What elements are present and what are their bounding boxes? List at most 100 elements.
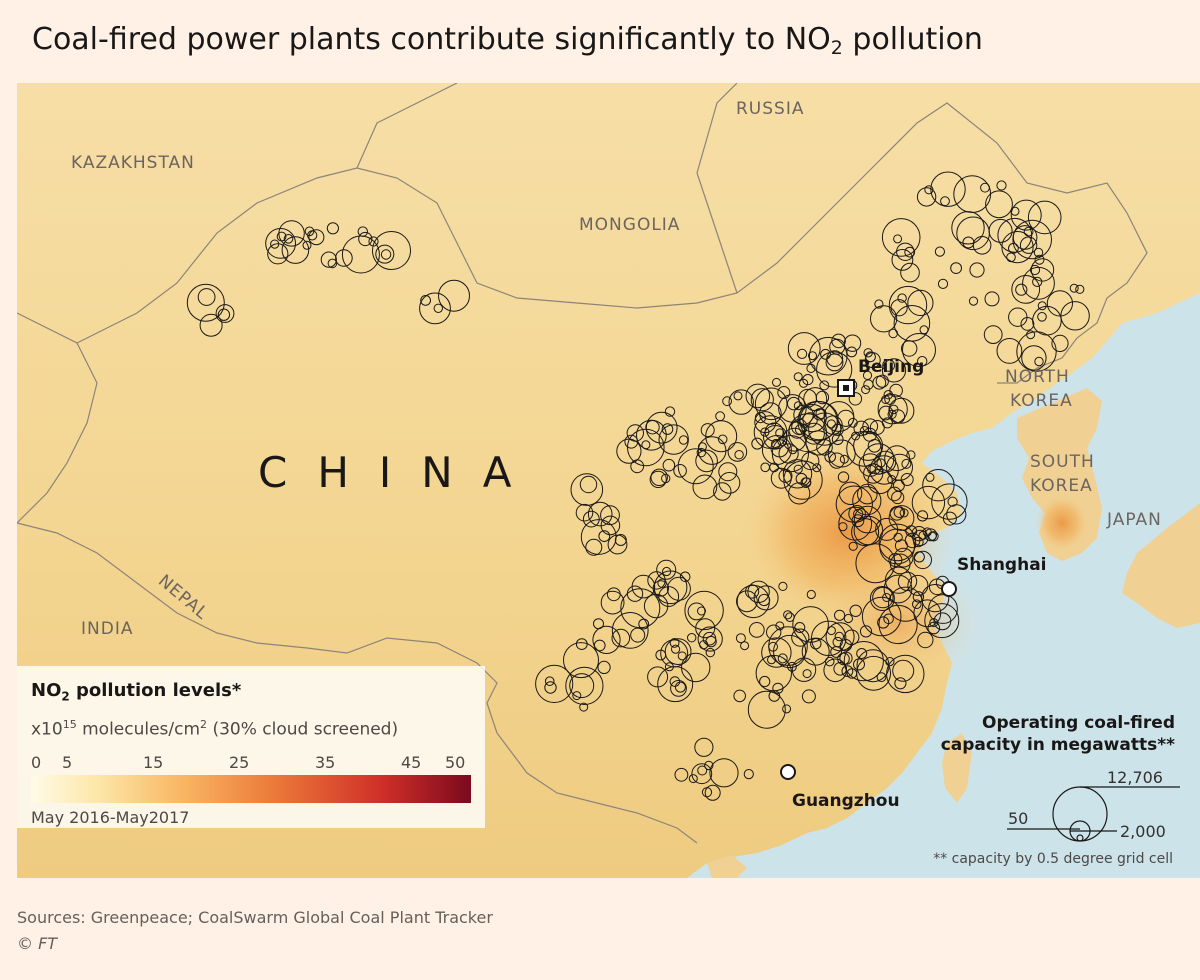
power-plant-circle [875,374,889,388]
power-plant-circle [843,613,854,624]
label-shanghai: Shanghai [957,555,1047,575]
label-north-korea-2: KOREA [1010,391,1073,411]
power-plant-circle [1029,264,1041,276]
power-plant-circle [579,702,589,712]
power-plant-circle [913,536,924,548]
power-plant-circle [928,594,958,624]
power-plant-circle [326,222,339,235]
power-plant-circle [687,602,706,621]
power-plant-circle [793,372,803,382]
power-plant-circle [727,442,748,462]
power-plant-circle [983,325,1003,345]
city-markers [780,379,957,780]
power-plant-circle [709,758,739,788]
power-plant-circle [697,626,723,652]
power-plant-circle [888,328,899,339]
shanghai-marker [941,581,957,597]
power-plant-circle [767,655,776,665]
power-plant-circle [679,571,691,583]
power-plant-circle [843,629,860,646]
power-plant-circle [834,609,846,621]
power-plant-circle [996,338,1023,364]
power-plant-circle [1001,231,1034,264]
power-plant-circle [696,447,706,458]
power-plant-circle [265,228,297,259]
power-plant-circle [846,346,858,358]
power-plant-circle [881,417,893,429]
power-plant-circle [657,578,667,588]
power-plant-circle [563,642,599,679]
power-plant-circle [1012,219,1053,260]
power-plant-circle [217,308,231,321]
power-plant-circle [677,651,687,661]
power-plant-circle [713,482,732,501]
power-plant-circle [892,479,905,492]
power-plant-circle [857,483,878,505]
power-plant-circle [823,658,848,683]
power-plant-circles [186,171,1090,801]
power-plant-circle [874,465,884,475]
power-plant-circle [931,483,968,520]
power-plant-circle [704,760,714,771]
power-plant-circle [984,291,1000,307]
power-plant-circle [666,576,691,601]
label-mongolia: MONGOLIA [579,215,681,235]
power-plant-circle [805,430,831,456]
power-plant-circle [849,604,862,617]
power-plant-circle [808,351,817,361]
power-plant-circle [1075,284,1085,294]
power-plant-circle [1019,236,1038,254]
power-plant-circle [1021,345,1047,371]
power-plant-circle [916,187,937,207]
power-plant-circle [645,420,660,435]
power-plant-circle [834,631,844,642]
power-plant-circle [793,464,803,474]
label-china: CHINA [258,448,542,497]
no2-color-scale [31,775,471,803]
label-north-korea-1: NORTH [1005,367,1070,387]
power-plant-circle [882,593,892,602]
power-plant-circle [788,413,827,453]
power-plant-circle [917,631,934,649]
power-plant-circle [875,517,899,541]
power-plant-circle [839,454,849,464]
power-plant-circle [678,435,689,445]
hainan-land [707,855,747,878]
power-plant-circle [1051,334,1069,352]
power-plant-circle [705,635,717,648]
source-note: Sources: Greenpeace; CoalSwarm Global Co… [17,908,493,927]
power-plant-circle [777,653,788,664]
power-plant-circle [616,438,642,464]
power-plant-circle [681,652,711,683]
power-plant-circle [754,411,777,434]
power-plant-circle [925,472,935,482]
power-plant-circle [848,505,866,523]
kazakh-border [17,312,98,524]
no2-legend-units: x1015 molecules/cm2 (30% cloud screened) [31,718,399,740]
power-plant-circle [962,236,975,249]
power-plant-circle [985,190,1013,219]
power-plant-circle [900,262,920,283]
power-plant-circle [872,586,894,609]
power-plant-circle [570,473,604,506]
power-plant-circle [743,769,754,780]
power-plant-circle [1032,276,1043,287]
power-plant-circle [773,634,807,669]
power-plant-circle [718,472,741,494]
power-plant-circle [787,396,801,411]
power-plant-circle [704,784,721,801]
power-plant-circle [611,612,649,649]
power-plant-circle [740,641,750,651]
power-plant-circle [812,463,822,473]
power-plant-circle [1034,356,1044,367]
power-plant-circle [907,289,934,316]
power-plant-circle [888,505,915,531]
power-plant-circle [864,352,881,369]
power-plant-circle [852,486,882,516]
power-plant-circle [733,689,747,703]
power-plant-circle [585,538,603,556]
power-plant-circle [969,262,985,278]
capacity-label-max: 12,706 [1107,768,1163,787]
power-plant-circle [950,262,962,275]
power-plant-circle [929,618,939,628]
